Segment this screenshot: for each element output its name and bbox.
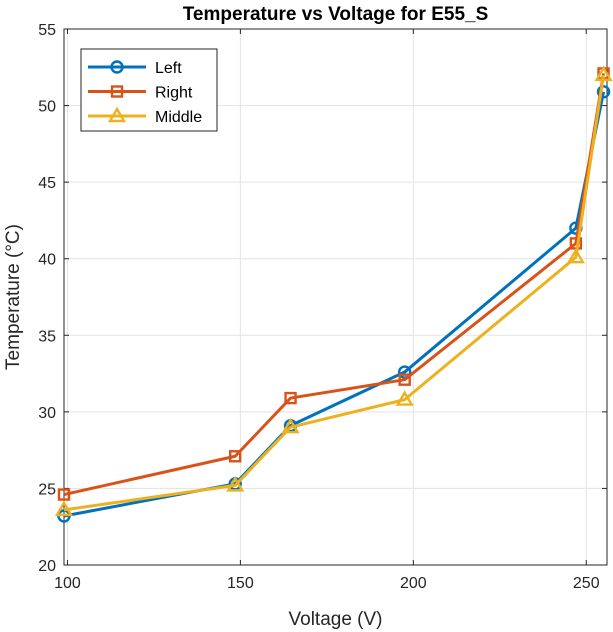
legend-entry-right: Right [88, 85, 193, 102]
data-point-right [57, 488, 71, 501]
series-middle [54, 65, 613, 517]
series-group [54, 65, 613, 523]
legend-marker-middle [107, 106, 127, 123]
data-point-left [397, 365, 412, 379]
legend-marker-left [110, 60, 124, 74]
y-tick-label: 40 [38, 252, 56, 269]
x-axis-label: Voltage (V) [289, 609, 383, 630]
series-line-right [63, 73, 606, 497]
data-point-right [229, 450, 242, 463]
y-tick-label: 20 [38, 558, 56, 575]
legend-label-left: Left [155, 60, 182, 77]
series-line-middle [63, 74, 606, 512]
plot-area-frame [63, 28, 608, 566]
axis-ticks: 100 150 200 250 20 25 30 35 40 45 50 55 [38, 22, 607, 592]
grid [64, 28, 607, 566]
chart-title: Temperature vs Voltage for E55_S [183, 4, 489, 25]
y-tick-label: 30 [38, 405, 56, 422]
data-point-middle [566, 247, 585, 264]
data-point-right [398, 373, 411, 386]
legend-entry-middle: Middle [88, 106, 202, 126]
x-tick-label: 100 [54, 575, 81, 592]
legend-marker-right [110, 85, 124, 98]
y-tick-label: 50 [38, 99, 56, 116]
x-tick-label: 250 [573, 575, 600, 592]
x-tick-label: 150 [227, 575, 254, 592]
y-tick-label: 45 [38, 175, 56, 192]
legend-entry-left: Left [88, 60, 182, 77]
data-point-middle [281, 417, 300, 434]
x-tick-label: 200 [400, 575, 427, 592]
data-point-middle [54, 500, 74, 517]
data-point-middle [395, 390, 414, 406]
y-tick-label: 35 [38, 328, 56, 345]
data-point-middle [594, 65, 613, 82]
y-tick-label: 55 [38, 22, 56, 39]
data-point-middle [226, 475, 245, 492]
legend-label-middle: Middle [155, 109, 202, 126]
data-point-right [284, 391, 297, 405]
legend-label-right: Right [155, 85, 193, 102]
legend: Left Right Middle [80, 48, 218, 132]
y-axis-label: Temperature (°C) [3, 224, 24, 370]
data-point-left [596, 85, 611, 99]
y-tick-label: 25 [38, 481, 56, 498]
